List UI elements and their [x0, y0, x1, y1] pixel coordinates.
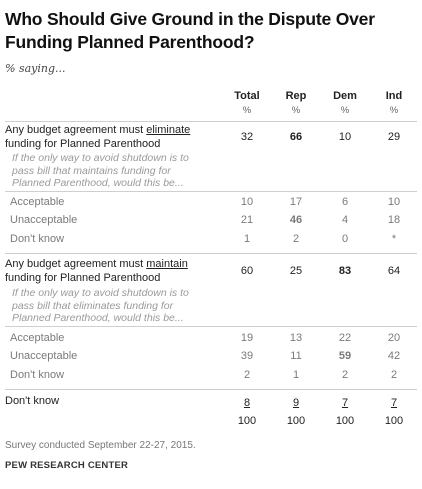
- total-ind: 100: [384, 415, 404, 427]
- section1-unacceptable-total: 21: [240, 214, 254, 226]
- section1-rep: 66: [289, 131, 303, 143]
- source-label: PEW RESEARCH CENTER: [5, 460, 129, 471]
- section2-label: Any budget agreement must maintain fundi…: [5, 258, 188, 284]
- section1-dontknow-ind: *: [391, 233, 397, 245]
- section2-unacceptable-total: 39: [240, 350, 254, 362]
- col-header-total: Total: [234, 90, 260, 102]
- col-header-ind: Ind: [385, 90, 403, 102]
- section1-acceptable-dem: 6: [341, 196, 349, 208]
- section2-dontknow-total: 2: [243, 369, 251, 381]
- section1-acceptable-rep: 17: [289, 196, 303, 208]
- section2-dontknow-rep: 1: [292, 369, 300, 381]
- divider: [5, 389, 417, 390]
- section1-unacceptable-rep: 46: [289, 214, 303, 226]
- footnote: Survey conducted September 22-27, 2015.: [5, 440, 196, 451]
- col-pct-total: %: [242, 105, 252, 116]
- section1-unacceptable-dem: 4: [341, 214, 349, 226]
- section2-total: 60: [240, 265, 254, 277]
- section2-ind: 64: [387, 265, 401, 277]
- section2-dontknow-ind: 2: [390, 369, 398, 381]
- section2-unacceptable-ind: 42: [387, 350, 401, 362]
- section1-dontknow-dem: 0: [341, 233, 349, 245]
- section2-dontknow-dem: 2: [341, 369, 349, 381]
- divider: [5, 191, 417, 192]
- section2-unacceptable-dem: 59: [338, 350, 352, 362]
- section2-rep: 25: [289, 265, 303, 277]
- section2-dontknow-label: Don't know: [10, 369, 65, 381]
- section1-acceptable-label: Acceptable: [10, 196, 65, 208]
- dontknow-rep: 9: [292, 397, 300, 409]
- section1-acceptable-ind: 10: [387, 196, 401, 208]
- divider: [5, 253, 417, 254]
- section2-acceptable-rep: 13: [289, 332, 303, 344]
- dontknow-label: Don't know: [5, 395, 60, 407]
- section1-unacceptable-label: Unacceptable: [10, 214, 78, 226]
- section1-acceptable-total: 10: [240, 196, 254, 208]
- total-dem: 100: [335, 415, 355, 427]
- section2-dem: 83: [338, 265, 352, 277]
- section2-note: If the only way to avoid shutdown is to …: [12, 287, 189, 324]
- total-rep: 100: [286, 415, 306, 427]
- section2-acceptable-total: 19: [240, 332, 254, 344]
- dontknow-ind: 7: [390, 397, 398, 409]
- dontknow-total: 8: [243, 397, 251, 409]
- divider: [5, 326, 417, 327]
- col-pct-dem: %: [340, 105, 350, 116]
- section2-acceptable-ind: 20: [387, 332, 401, 344]
- chart-title: Who Should Give Ground in the Dispute Ov…: [5, 9, 375, 52]
- col-header-rep: Rep: [285, 90, 307, 102]
- col-pct-ind: %: [389, 105, 399, 116]
- section1-dem: 10: [338, 131, 352, 143]
- section1-note: If the only way to avoid shutdown is to …: [12, 152, 189, 189]
- divider: [5, 121, 417, 122]
- section1-ind: 29: [387, 131, 401, 143]
- section2-unacceptable-rep: 11: [290, 350, 302, 362]
- dontknow-dem: 7: [341, 397, 349, 409]
- subtitle: % saying...: [5, 62, 66, 75]
- section1-label: Any budget agreement must eliminate fund…: [5, 124, 191, 150]
- section1-dontknow-label: Don't know: [10, 233, 65, 245]
- section1-unacceptable-ind: 18: [387, 214, 401, 226]
- col-header-dem: Dem: [333, 90, 357, 102]
- total-total: 100: [237, 415, 257, 427]
- section1-total: 32: [240, 131, 254, 143]
- section2-acceptable-dem: 22: [338, 332, 352, 344]
- section2-unacceptable-label: Unacceptable: [10, 350, 78, 362]
- section1-dontknow-rep: 2: [292, 233, 300, 245]
- section1-dontknow-total: 1: [243, 233, 251, 245]
- section2-acceptable-label: Acceptable: [10, 332, 65, 344]
- col-pct-rep: %: [291, 105, 301, 116]
